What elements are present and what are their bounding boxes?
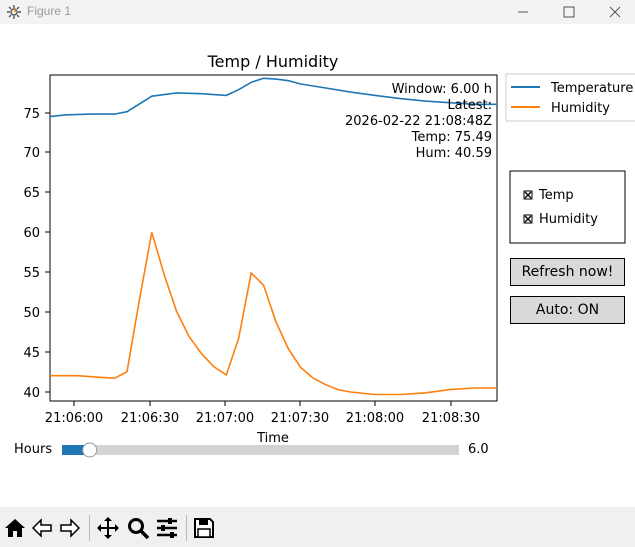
- maximize-icon: [563, 6, 575, 18]
- window-titlebar: Figure 1: [0, 0, 635, 24]
- y-axis: 75 70 65 60 55 50 45 40: [23, 107, 50, 401]
- y-tick-label: 60: [23, 226, 40, 241]
- refresh-button[interactable]: Refresh now!: [510, 258, 625, 286]
- checkbox-humidity-label[interactable]: Humidity: [539, 212, 598, 227]
- slider-fill: [62, 445, 90, 455]
- checkbox-humidity[interactable]: Humidity: [523, 212, 598, 227]
- annotation-hum: Hum: 40.59: [416, 146, 492, 161]
- chart-title: Temp / Humidity: [207, 52, 339, 71]
- checkmark-icon: [524, 215, 532, 223]
- home-icon[interactable]: [3, 516, 27, 540]
- check-buttons-panel: Temp Humidity: [509, 170, 626, 244]
- y-tick-label: 55: [23, 266, 40, 281]
- save-icon[interactable]: [192, 516, 216, 540]
- minimize-icon: [518, 11, 528, 13]
- x-tick-label: 21:07:30: [271, 411, 329, 426]
- zoom-icon[interactable]: [126, 516, 150, 540]
- slider-handle[interactable]: [82, 442, 98, 458]
- checkbox-temp[interactable]: Temp: [523, 188, 574, 203]
- y-tick-label: 70: [23, 146, 40, 161]
- figure-canvas: Temp / Humidity 75 70 65 60 55 50 45 40: [0, 24, 635, 507]
- annotation-temp: Temp: 75.49: [411, 130, 492, 145]
- forward-icon[interactable]: [58, 516, 82, 540]
- plot-area: [49, 74, 498, 402]
- checkmark-icon: [524, 191, 532, 199]
- configure-subplots-icon[interactable]: [155, 516, 179, 540]
- x-tick-label: 21:08:30: [422, 411, 480, 426]
- back-icon[interactable]: [30, 516, 54, 540]
- annotation-latest-label: Latest:: [447, 98, 492, 113]
- annotation-timestamp: 2026-02-22 21:08:48Z: [345, 114, 492, 129]
- y-tick-label: 75: [23, 107, 40, 122]
- legend-label-humidity: Humidity: [551, 101, 610, 116]
- close-button[interactable]: [592, 0, 635, 24]
- y-tick-label: 45: [23, 346, 40, 361]
- x-tick-label: 21:07:00: [196, 411, 254, 426]
- toolbar-separator: [186, 515, 187, 541]
- auto-toggle-button[interactable]: Auto: ON: [510, 296, 625, 324]
- window-title: Figure 1: [27, 4, 72, 18]
- x-tick-label: 21:06:00: [45, 411, 103, 426]
- x-tick-label: 21:06:30: [121, 411, 179, 426]
- x-tick-label: 21:08:00: [346, 411, 404, 426]
- minimize-button[interactable]: [500, 0, 546, 24]
- legend: Temperature Humidity: [505, 73, 635, 122]
- navigation-toolbar: [0, 507, 635, 547]
- checkbox-temp-label[interactable]: Temp: [538, 188, 574, 203]
- x-axis-label: Time: [256, 431, 289, 446]
- hours-slider[interactable]: Hours 6.0: [14, 442, 489, 458]
- y-tick-label: 50: [23, 306, 40, 321]
- legend-label-temperature: Temperature: [550, 81, 633, 96]
- line-chart: Temp / Humidity 75 70 65 60 55 50 45 40: [14, 52, 635, 458]
- close-icon: [609, 6, 621, 18]
- slider-label: Hours: [14, 442, 52, 457]
- annotation-window: Window: 6.00 h: [392, 82, 492, 97]
- legend-box: [505, 73, 635, 122]
- matplotlib-icon: [7, 5, 21, 19]
- pan-icon[interactable]: [96, 516, 120, 540]
- maximize-button[interactable]: [546, 0, 592, 24]
- x-axis: 21:06:00 21:06:30 21:07:00 21:07:30 21:0…: [45, 401, 480, 446]
- y-tick-label: 65: [23, 186, 40, 201]
- y-tick-label: 40: [23, 386, 40, 401]
- series-line-temperature: [49, 77, 497, 118]
- slider-value: 6.0: [468, 442, 489, 457]
- toolbar-separator: [89, 515, 90, 541]
- latest-annotation: Window: 6.00 h Latest: 2026-02-22 21:08:…: [345, 82, 492, 161]
- check-panel-box: [509, 170, 626, 244]
- slider-track[interactable]: [62, 445, 459, 455]
- series-line-humidity: [50, 232, 497, 396]
